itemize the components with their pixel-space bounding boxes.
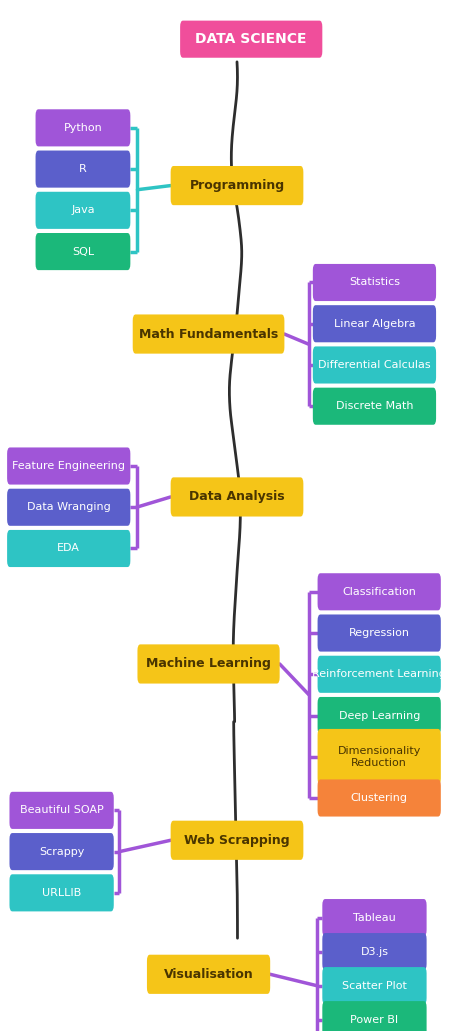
FancyBboxPatch shape: [171, 166, 303, 205]
FancyBboxPatch shape: [318, 729, 441, 785]
FancyBboxPatch shape: [318, 697, 441, 734]
FancyBboxPatch shape: [318, 573, 441, 610]
FancyBboxPatch shape: [313, 264, 436, 301]
Text: Tableau: Tableau: [353, 912, 396, 923]
FancyBboxPatch shape: [318, 614, 441, 652]
FancyBboxPatch shape: [9, 792, 114, 829]
FancyBboxPatch shape: [318, 779, 441, 817]
FancyBboxPatch shape: [171, 477, 303, 517]
FancyBboxPatch shape: [137, 644, 280, 684]
Text: Discrete Math: Discrete Math: [336, 401, 413, 411]
FancyBboxPatch shape: [147, 955, 270, 994]
Text: SQL: SQL: [72, 246, 94, 257]
Text: Statistics: Statistics: [349, 277, 400, 288]
FancyBboxPatch shape: [7, 447, 130, 485]
Text: Python: Python: [64, 123, 102, 133]
Text: Feature Engineering: Feature Engineering: [12, 461, 125, 471]
Text: Beautiful SOAP: Beautiful SOAP: [20, 805, 103, 816]
FancyBboxPatch shape: [171, 821, 303, 860]
Text: Programming: Programming: [190, 179, 284, 192]
FancyBboxPatch shape: [322, 899, 427, 936]
FancyBboxPatch shape: [180, 21, 322, 58]
FancyBboxPatch shape: [7, 530, 130, 567]
FancyBboxPatch shape: [36, 109, 130, 146]
Text: Power BI: Power BI: [350, 1015, 399, 1025]
FancyBboxPatch shape: [36, 151, 130, 188]
Text: Data Analysis: Data Analysis: [189, 491, 285, 503]
Text: Classification: Classification: [342, 587, 416, 597]
Text: Linear Algebra: Linear Algebra: [334, 319, 415, 329]
FancyBboxPatch shape: [313, 305, 436, 342]
FancyBboxPatch shape: [322, 967, 427, 1004]
FancyBboxPatch shape: [313, 346, 436, 384]
FancyBboxPatch shape: [9, 874, 114, 911]
FancyBboxPatch shape: [133, 314, 284, 354]
FancyBboxPatch shape: [322, 1001, 427, 1031]
FancyBboxPatch shape: [7, 489, 130, 526]
FancyBboxPatch shape: [36, 192, 130, 229]
Text: Scatter Plot: Scatter Plot: [342, 980, 407, 991]
Text: R: R: [79, 164, 87, 174]
Text: URLLIB: URLLIB: [42, 888, 81, 898]
FancyBboxPatch shape: [318, 656, 441, 693]
Text: D3.js: D3.js: [360, 946, 389, 957]
Text: Java: Java: [71, 205, 95, 215]
Text: Math Fundamentals: Math Fundamentals: [139, 328, 278, 340]
Text: Reinforcement Learning: Reinforcement Learning: [312, 669, 446, 679]
Text: Deep Learning: Deep Learning: [338, 710, 420, 721]
Text: Data Wranging: Data Wranging: [27, 502, 110, 512]
FancyBboxPatch shape: [322, 933, 427, 970]
Text: Web Scrapping: Web Scrapping: [184, 834, 290, 846]
FancyBboxPatch shape: [9, 833, 114, 870]
Text: EDA: EDA: [57, 543, 80, 554]
FancyBboxPatch shape: [313, 388, 436, 425]
Text: Clustering: Clustering: [351, 793, 408, 803]
Text: Visualisation: Visualisation: [164, 968, 254, 980]
Text: Scrappy: Scrappy: [39, 846, 84, 857]
FancyBboxPatch shape: [36, 233, 130, 270]
Text: DATA SCIENCE: DATA SCIENCE: [195, 32, 307, 46]
Text: Machine Learning: Machine Learning: [146, 658, 271, 670]
Text: Differential Calculas: Differential Calculas: [318, 360, 431, 370]
Text: Regression: Regression: [349, 628, 410, 638]
Text: Dimensionality
Reduction: Dimensionality Reduction: [337, 746, 421, 767]
